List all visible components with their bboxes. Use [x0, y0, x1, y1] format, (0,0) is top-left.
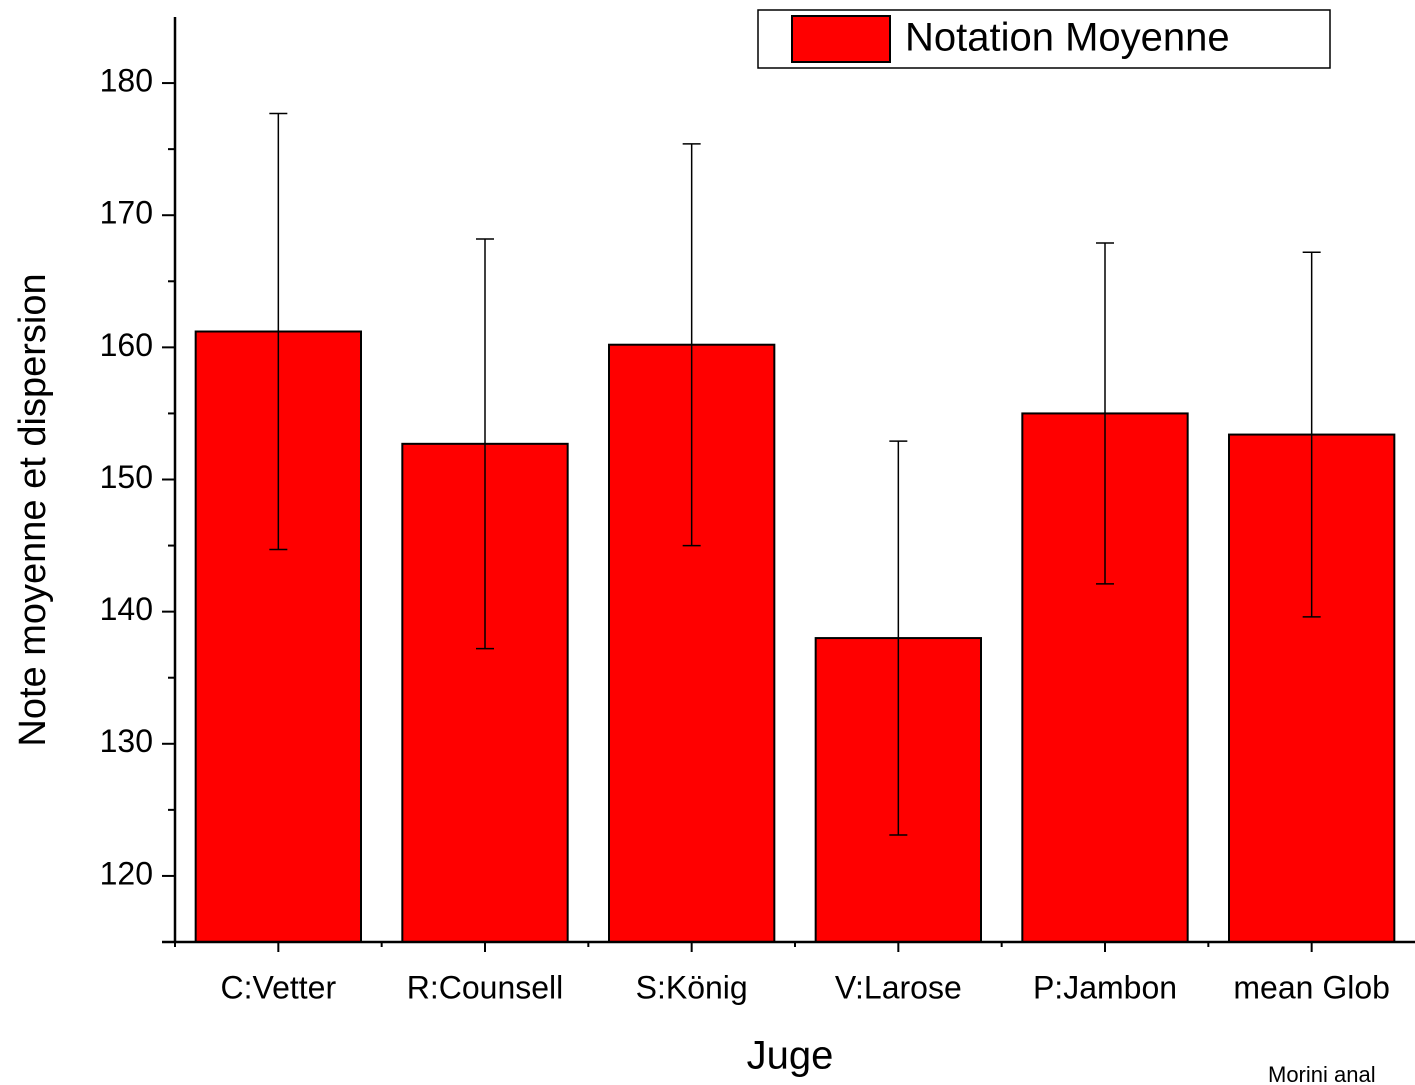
- y-tick-label: 130: [100, 723, 153, 759]
- y-tick-label: 170: [100, 195, 153, 231]
- error-bar: [269, 112, 288, 551]
- y-tick-label: 180: [100, 63, 153, 99]
- x-axis-title: Juge: [747, 1034, 834, 1078]
- x-tick-label: mean Glob: [1233, 969, 1390, 1005]
- legend-swatch: [791, 15, 891, 63]
- error-bar: [1302, 251, 1321, 618]
- y-axis-title: Note moyenne et dispersion: [12, 273, 54, 746]
- legend-label: Notation Moyenne: [905, 16, 1230, 60]
- x-tick-label: V:Larose: [835, 969, 962, 1005]
- error-bar: [889, 440, 908, 836]
- error-bar: [1096, 242, 1114, 585]
- y-tick-label: 120: [100, 855, 153, 891]
- error-bar: [682, 143, 701, 547]
- x-tick-label: S:König: [636, 969, 748, 1005]
- x-tick-label: P:Jambon: [1033, 969, 1177, 1005]
- x-tick-label: C:Vetter: [221, 969, 337, 1005]
- y-tick-label: 140: [100, 591, 153, 627]
- x-tick-label: R:Counsell: [407, 969, 564, 1005]
- y-tick-label: 150: [100, 459, 153, 495]
- annotation: Morini anal: [1268, 1062, 1376, 1085]
- y-tick-label: 160: [100, 327, 153, 363]
- error-bar: [476, 238, 494, 650]
